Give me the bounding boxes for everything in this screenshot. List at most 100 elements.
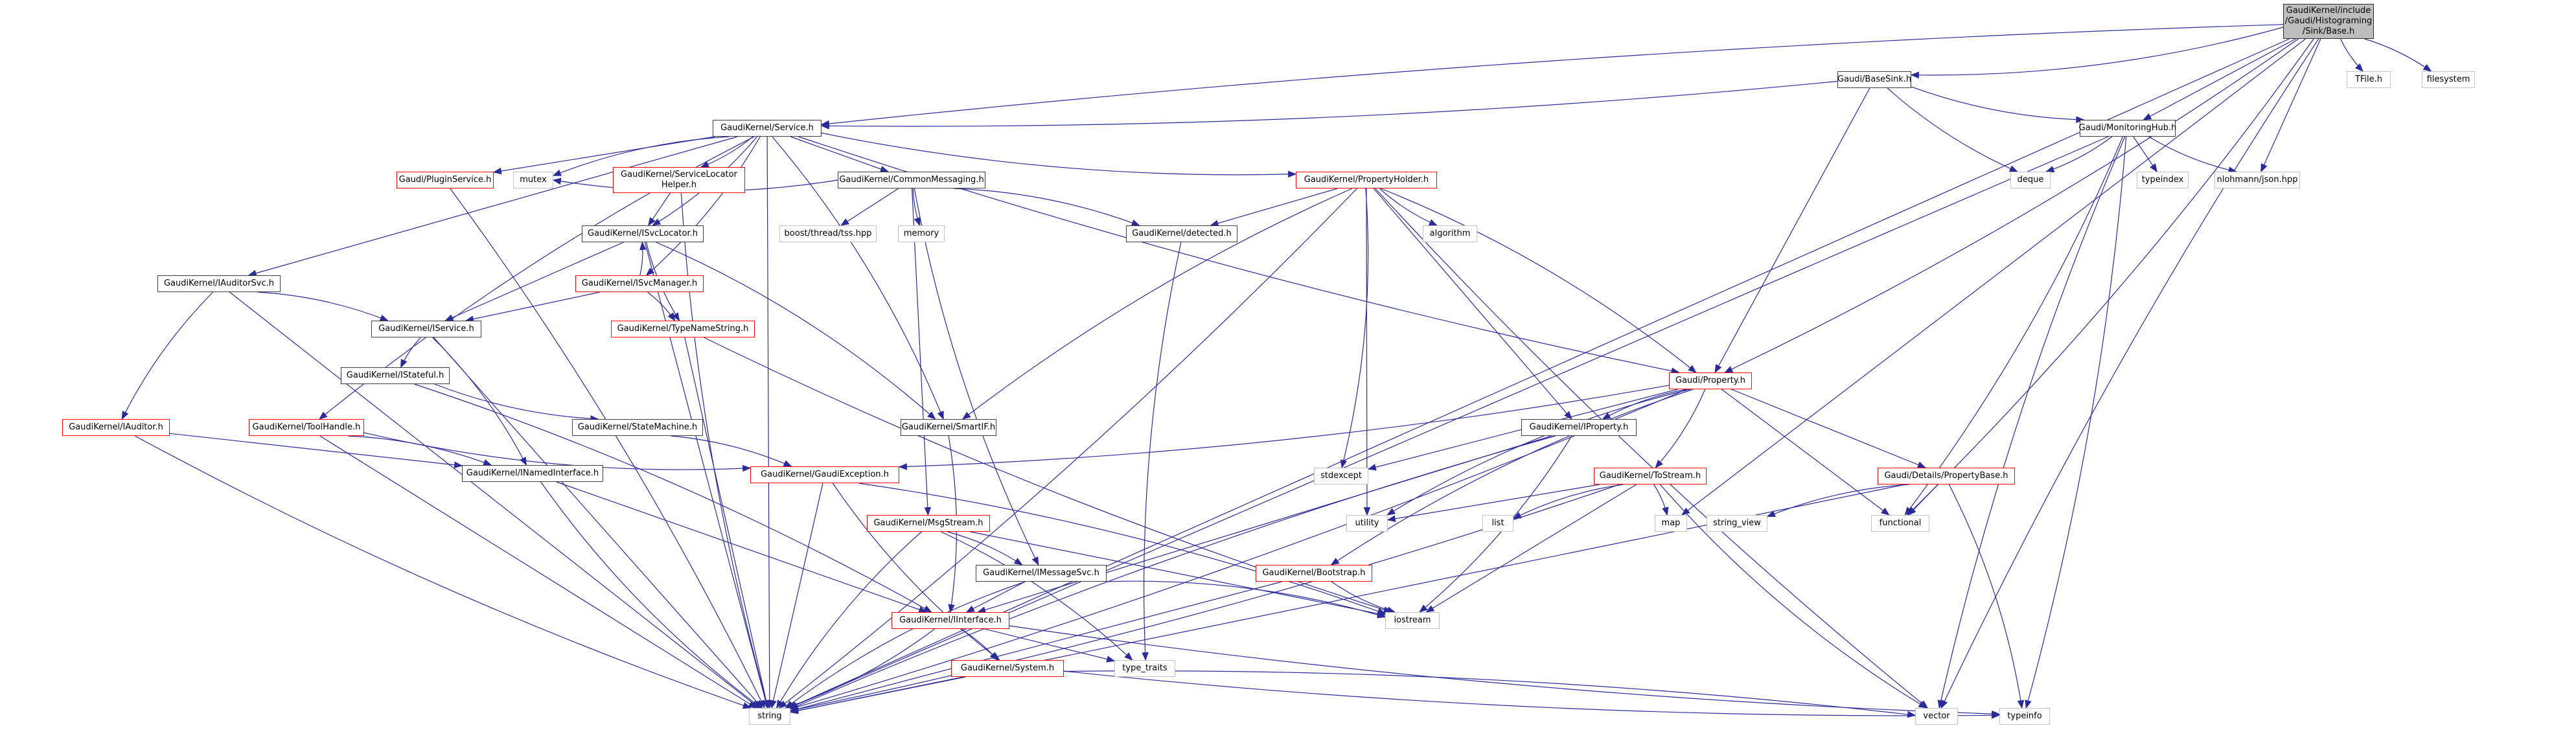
edge-property-iproperty xyxy=(1602,389,1687,420)
edge-base-json xyxy=(2260,38,2321,173)
edge-base-map xyxy=(1681,38,2306,516)
edge-base-property xyxy=(1724,38,2299,373)
node-smartif[interactable]: GaudiKernel/SmartIF.h xyxy=(901,419,996,436)
node-property[interactable]: Gaudi/Property.h xyxy=(1669,372,1752,389)
node-istateful[interactable]: GaudiKernel/IStateful.h xyxy=(341,367,450,384)
node-typenamestring[interactable]: GaudiKernel/TypeNameString.h xyxy=(611,321,755,337)
node-iservice[interactable]: GaudiKernel/IService.h xyxy=(371,321,481,337)
edge-commonmessaging-memory xyxy=(912,188,921,227)
node-basesink[interactable]: Gaudi/BaseSink.h xyxy=(1837,71,1911,88)
node-propertybase[interactable]: Gaudi/Details/PropertyBase.h xyxy=(1878,468,2015,485)
edge-isvcmanager-iservice xyxy=(465,291,601,323)
node-statemachine[interactable]: GaudiKernel/StateMachine.h xyxy=(572,419,703,436)
node-detected[interactable]: GaudiKernel/detected.h xyxy=(1126,225,1237,242)
node-isvcmanager[interactable]: GaudiKernel/ISvcManager.h xyxy=(575,275,704,292)
edge-propertybase-functional xyxy=(1907,484,1938,516)
edge-tostream-list xyxy=(1512,484,1624,519)
edge-toolhandle-string xyxy=(319,435,757,709)
node-pluginservice[interactable]: Gaudi/PluginService.h xyxy=(397,172,494,188)
node-functional: functional xyxy=(1871,515,1929,532)
edge-isvclocator-string xyxy=(644,242,769,709)
node-gaudiexception[interactable]: GaudiKernel/GaudiException.h xyxy=(750,466,899,483)
node-iauditorsvc[interactable]: GaudiKernel/IAuditorSvc.h xyxy=(157,275,281,292)
node-iproperty[interactable]: GaudiKernel/IProperty.h xyxy=(1521,419,1637,436)
edge-imessagesvc-string xyxy=(785,581,1026,709)
edge-imessagesvc-iinterface xyxy=(965,581,1026,613)
edge-gaudiexception-system xyxy=(832,483,1000,661)
node-deque: deque xyxy=(2010,172,2051,188)
node-monitoringhub[interactable]: Gaudi/MonitoringHub.h xyxy=(2079,120,2176,137)
edge-iservice-inamedinterface xyxy=(432,337,527,466)
edge-monitoringhub-vector xyxy=(1937,136,2126,709)
edge-isvclocator-smartif xyxy=(656,242,936,420)
edge-tostream-vector xyxy=(1660,484,1927,709)
node-boosttss: boost/thread/tss.hpp xyxy=(779,225,877,242)
edge-iinterface-system xyxy=(960,628,998,661)
node-json: nlohmann/json.hpp xyxy=(2214,172,2300,188)
edge-statemachine-gaudiexception xyxy=(671,435,792,467)
edge-base-monitoringhub xyxy=(2143,38,2296,120)
node-memory: memory xyxy=(898,225,945,242)
edge-iservice-istateful xyxy=(400,337,421,369)
node-msgstream[interactable]: GaudiKernel/MsgStream.h xyxy=(867,515,990,532)
node-iinterface[interactable]: GaudiKernel/IInterface.h xyxy=(891,612,1009,629)
node-commonmessaging[interactable]: GaudiKernel/CommonMessaging.h xyxy=(838,172,985,188)
edge-propertyholder-smartif xyxy=(961,188,1353,420)
node-vector: vector xyxy=(1915,708,1958,725)
edge-propertyholder-iproperty xyxy=(1373,188,1572,420)
node-service[interactable]: GaudiKernel/Service.h xyxy=(713,120,822,137)
edge-msgstream-iostream xyxy=(970,531,1386,617)
node-propertyholder[interactable]: GaudiKernel/PropertyHolder.h xyxy=(1296,172,1437,188)
edge-bootstrap-string xyxy=(789,581,1282,713)
edge-propertyholder-utility xyxy=(1363,188,1371,516)
edge-service-string xyxy=(766,136,774,709)
edge-iinterface-string xyxy=(785,628,935,709)
node-typetraits: type_traits xyxy=(1114,660,1175,677)
edge-base-functional xyxy=(1907,38,2314,516)
node-tostream[interactable]: GaudiKernel/ToStream.h xyxy=(1594,468,1707,485)
edge-commonmessaging-boosttss xyxy=(840,188,899,226)
edge-service-mutex xyxy=(552,136,730,176)
edge-commonmessaging-detected xyxy=(954,188,1140,226)
node-base: GaudiKernel/include /Gaudi/Histograming … xyxy=(2283,4,2374,39)
node-bootstrap[interactable]: GaudiKernel/Bootstrap.h xyxy=(1256,565,1372,582)
node-string: string xyxy=(749,708,790,725)
edge-gaudiexception-iostream xyxy=(858,483,1386,615)
node-toolhandle[interactable]: GaudiKernel/ToolHandle.h xyxy=(249,419,364,436)
node-system[interactable]: GaudiKernel/System.h xyxy=(951,660,1064,677)
edge-imessagesvc-iostream xyxy=(1106,580,1386,619)
edge-isvclocator-iservice xyxy=(444,242,624,321)
edge-basesink-service xyxy=(820,80,1838,130)
edge-propertybase-typeinfo xyxy=(1948,484,2025,709)
edge-base-string xyxy=(787,38,2290,709)
edge-base-tfile xyxy=(2340,38,2363,72)
node-isvclocator[interactable]: GaudiKernel/ISvcLocator.h xyxy=(582,225,704,242)
edge-propertybase-stringview xyxy=(1766,484,1909,517)
edge-inamedinterface-iinterface xyxy=(556,481,928,613)
edge-property-tostream xyxy=(1655,389,1706,468)
node-typeinfo: typeinfo xyxy=(1999,708,2050,725)
edge-propertyholder-detected xyxy=(1210,188,1338,227)
node-stringview: string_view xyxy=(1707,515,1767,532)
edge-propertyholder-string xyxy=(778,188,1357,709)
edge-monitoringhub-functional xyxy=(1904,136,2124,516)
edge-service-iauditorsvc xyxy=(247,136,738,277)
edge-basesink-monitoringhub xyxy=(1911,86,2085,123)
node-imessagesvc[interactable]: GaudiKernel/IMessageSvc.h xyxy=(976,565,1107,582)
edge-detected-typetraits xyxy=(1142,242,1182,661)
node-slhelper[interactable]: GaudiKernel/ServiceLocator Helper.h xyxy=(613,167,745,193)
edge-iauditorsvc-iauditor xyxy=(121,291,214,420)
node-typeindex: typeindex xyxy=(2137,172,2189,188)
edge-service-commonmessaging xyxy=(790,136,890,172)
node-tfile: TFile.h xyxy=(2347,71,2391,88)
edge-inamedinterface-string xyxy=(540,481,763,709)
edge-base-filesystem xyxy=(2364,38,2432,72)
edge-propertyholder-algorithm xyxy=(1379,188,1438,226)
edge-service-propertyholder xyxy=(821,132,1297,178)
node-map: map xyxy=(1655,515,1687,532)
node-inamedinterface[interactable]: GaudiKernel/INamedInterface.h xyxy=(462,465,603,482)
edge-basesink-deque xyxy=(1887,87,2019,172)
node-iostream: iostream xyxy=(1385,612,1440,629)
node-iauditor[interactable]: GaudiKernel/IAuditor.h xyxy=(62,419,170,436)
